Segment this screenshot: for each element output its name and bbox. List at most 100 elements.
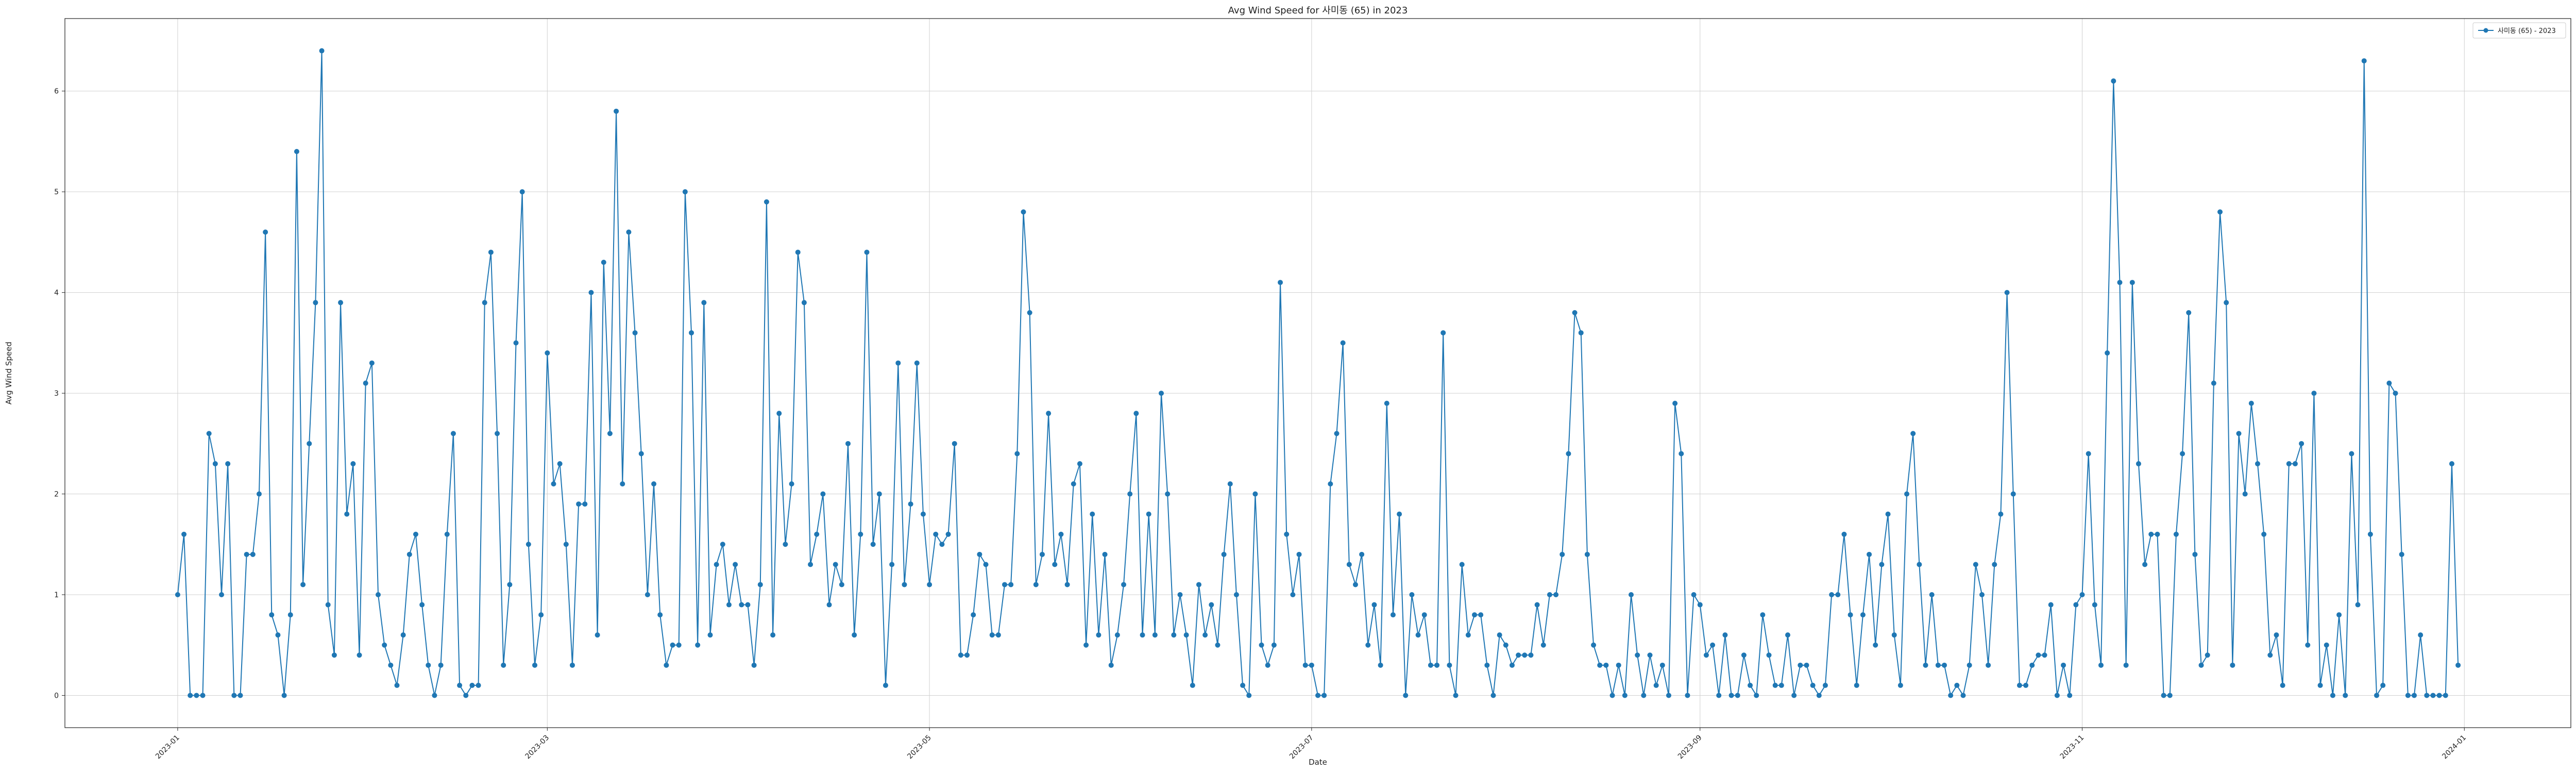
data-point xyxy=(1904,491,1910,497)
data-point xyxy=(1315,693,1320,698)
data-point xyxy=(1365,642,1371,648)
data-point xyxy=(2267,652,2273,658)
data-point xyxy=(964,652,970,658)
data-point xyxy=(1459,562,1465,567)
data-point xyxy=(2280,682,2285,688)
data-point xyxy=(2255,461,2260,466)
data-point xyxy=(995,632,1001,638)
data-point xyxy=(601,260,606,265)
data-point xyxy=(1190,682,1195,688)
data-point xyxy=(1785,632,1790,638)
data-point xyxy=(313,300,318,306)
data-point xyxy=(1754,693,1759,698)
data-point xyxy=(864,249,870,255)
data-point xyxy=(1246,693,1252,698)
data-point xyxy=(2374,693,2380,698)
data-point xyxy=(2067,693,2073,698)
y-axis: 0 1 2 3 4 5 6 xyxy=(54,88,65,700)
data-point xyxy=(350,461,356,466)
data-point xyxy=(1077,461,1082,466)
data-point xyxy=(1114,632,1120,638)
data-point xyxy=(1490,693,1496,698)
data-point xyxy=(927,582,933,587)
data-point xyxy=(1378,662,1383,668)
data-point xyxy=(1534,602,1540,608)
data-point xyxy=(1233,592,1239,597)
data-point xyxy=(889,562,895,567)
data-point xyxy=(1647,652,1653,658)
data-point xyxy=(1703,652,1709,658)
data-point xyxy=(463,693,469,698)
data-point xyxy=(551,481,556,486)
data-point xyxy=(1629,592,1634,597)
data-point xyxy=(344,511,350,517)
data-point xyxy=(2098,662,2104,668)
data-point xyxy=(1509,662,1515,668)
data-point xyxy=(952,441,957,446)
data-point xyxy=(188,693,193,698)
data-point xyxy=(908,501,913,507)
data-point xyxy=(413,531,418,537)
data-point xyxy=(1760,612,1766,618)
data-point xyxy=(538,612,544,618)
data-point xyxy=(181,531,187,537)
data-point xyxy=(557,461,563,466)
data-point xyxy=(883,682,888,688)
data-point xyxy=(1572,310,1578,315)
data-point xyxy=(1835,592,1841,597)
data-point xyxy=(1609,693,1615,698)
data-point xyxy=(2142,562,2148,567)
data-point xyxy=(770,632,776,638)
data-point xyxy=(2029,662,2035,668)
data-point xyxy=(1860,612,1866,618)
data-point xyxy=(2092,602,2097,608)
data-point xyxy=(1447,662,1452,668)
data-point xyxy=(1296,551,1302,557)
data-point xyxy=(256,491,262,497)
data-point xyxy=(1352,582,1358,587)
data-point xyxy=(2105,350,2110,356)
data-point xyxy=(1359,551,1365,557)
data-point xyxy=(1923,662,1928,668)
data-point xyxy=(645,592,650,597)
data-point xyxy=(338,300,344,306)
data-point xyxy=(1948,693,1954,698)
data-point xyxy=(1265,662,1270,668)
data-point xyxy=(1960,693,1966,698)
data-point xyxy=(1453,693,1459,698)
data-point xyxy=(1591,642,1597,648)
data-point xyxy=(545,350,550,356)
data-point xyxy=(269,612,275,618)
data-point xyxy=(620,481,625,486)
data-point xyxy=(1622,693,1628,698)
data-point xyxy=(2449,461,2454,466)
data-point xyxy=(1196,582,1201,587)
legend: 사미동 (65) - 2023 xyxy=(2472,22,2566,39)
data-point xyxy=(657,612,663,618)
data-point xyxy=(2186,310,2192,315)
data-point xyxy=(2123,662,2129,668)
data-point xyxy=(2042,652,2047,658)
data-point xyxy=(2393,391,2398,396)
data-point xyxy=(231,693,237,698)
data-point xyxy=(2054,693,2060,698)
data-point xyxy=(1071,481,1076,486)
data-point xyxy=(1340,340,1346,346)
data-point xyxy=(457,682,463,688)
data-point xyxy=(607,431,613,436)
data-point xyxy=(563,542,569,547)
data-point xyxy=(2048,602,2054,608)
data-point xyxy=(1390,612,1396,618)
data-point xyxy=(1979,592,1985,597)
data-point xyxy=(2286,461,2292,466)
data-point xyxy=(1221,551,1227,557)
data-point xyxy=(945,531,951,537)
data-point xyxy=(1528,652,1534,658)
data-point xyxy=(1641,693,1647,698)
data-point xyxy=(1516,652,1521,658)
data-point xyxy=(1522,652,1528,658)
data-point xyxy=(1440,330,1446,335)
data-point xyxy=(1403,693,1409,698)
data-point xyxy=(808,562,814,567)
data-point xyxy=(1284,531,1290,537)
